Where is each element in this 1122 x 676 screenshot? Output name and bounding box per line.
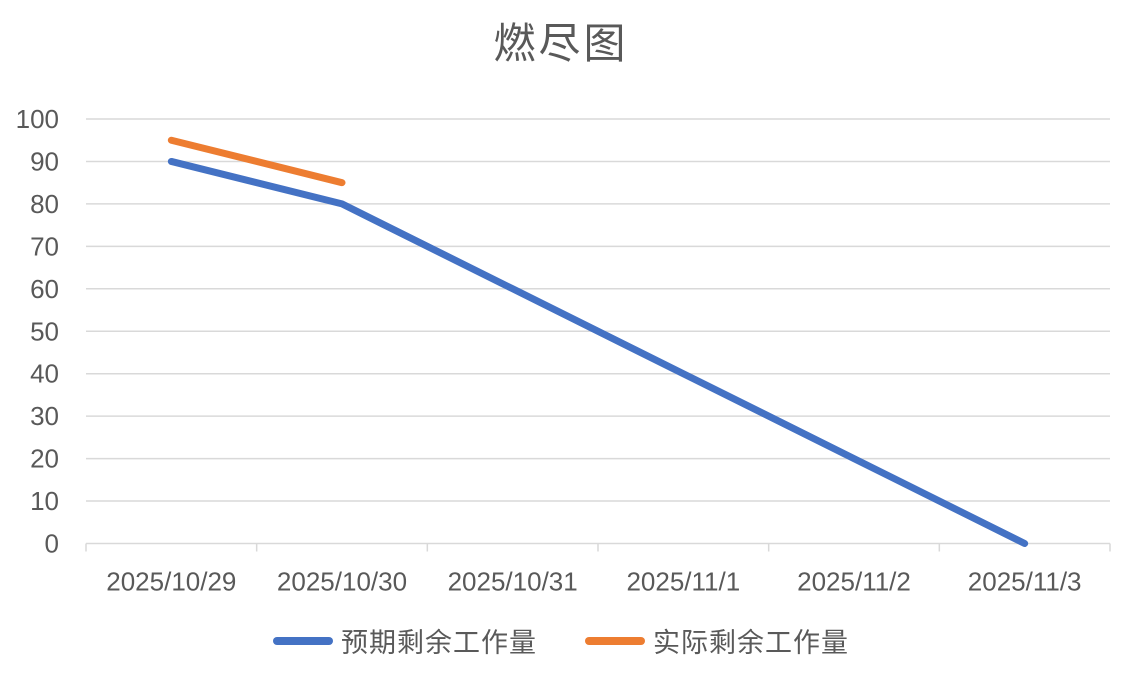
legend-swatch-expected-icon (273, 636, 333, 645)
y-axis-label: 30 (30, 401, 59, 431)
y-axis-label: 10 (30, 486, 59, 516)
x-axis-label: 2025/10/29 (106, 567, 236, 597)
legend-label-actual: 实际剩余工作量 (653, 628, 849, 658)
y-axis-label: 80 (30, 189, 59, 219)
legend-item-actual: 实际剩余工作量 (585, 621, 849, 660)
x-axis-label: 2025/11/2 (797, 567, 911, 597)
x-axis-label: 2025/11/1 (626, 567, 740, 597)
x-axis-label: 2025/10/31 (448, 567, 578, 597)
series-line-expected (167, 157, 1029, 547)
legend-swatch-actual-icon (585, 636, 645, 645)
y-axis-label: 20 (30, 444, 59, 474)
legend-item-expected: 预期剩余工作量 (273, 621, 537, 660)
legend: 预期剩余工作量 实际剩余工作量 (0, 621, 1122, 660)
y-axis-label: 0 (45, 529, 59, 559)
y-axis-label: 40 (30, 359, 59, 389)
y-axis-label: 100 (16, 104, 59, 134)
y-axis-label: 70 (30, 231, 59, 261)
y-axis-label: 50 (30, 316, 59, 346)
x-axis-label: 2025/10/30 (277, 567, 407, 597)
x-axis-label: 2025/11/3 (968, 567, 1082, 597)
legend-label-expected: 预期剩余工作量 (341, 628, 537, 658)
y-axis-label: 90 (30, 146, 59, 176)
chart-title: 燃尽图 (493, 22, 629, 68)
series-line-actual (167, 136, 346, 187)
y-axis-label: 60 (30, 274, 59, 304)
